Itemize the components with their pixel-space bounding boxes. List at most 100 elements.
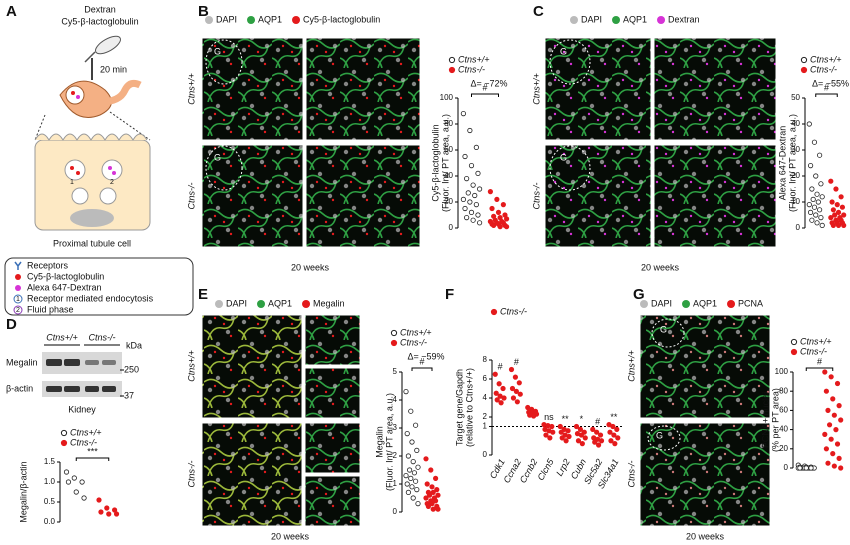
y-tick-label: 2 (393, 451, 398, 460)
data-point (473, 202, 479, 208)
data-point (434, 486, 440, 493)
legend-marker (448, 66, 456, 74)
data-point (557, 423, 563, 430)
cell-number: 2 (110, 179, 114, 186)
data-point (814, 220, 820, 226)
panel-letter: A (6, 3, 17, 20)
y-tick-label: 0 (796, 223, 801, 232)
channel-dot (205, 16, 213, 24)
data-point (426, 492, 433, 498)
data-point (494, 397, 500, 403)
legend-marker (60, 439, 68, 447)
data-point (822, 369, 828, 375)
data-point (615, 435, 621, 441)
data-point (113, 511, 120, 517)
panel-letter: G (633, 286, 645, 303)
data-point (838, 194, 844, 200)
caption: 20 weeks (686, 531, 725, 541)
channel-dot (570, 16, 578, 24)
data-point (836, 402, 842, 409)
data-point (470, 182, 476, 188)
y-axis-label: (Fluor. Int/ PT area, a.u.) (384, 393, 394, 491)
data-point (65, 479, 72, 485)
channel-label: AQP1 (693, 298, 717, 308)
data-point (592, 439, 598, 445)
y-axis-label: (% per PT area) (770, 388, 780, 452)
data-point (424, 481, 430, 487)
data-point (412, 422, 419, 428)
legend-marker (790, 338, 798, 346)
legend-label: Ctns-/- (500, 306, 527, 316)
delta-label: Δ= −55% (812, 78, 849, 88)
data-point (432, 475, 439, 481)
data-point (808, 465, 814, 471)
data-point (549, 423, 555, 430)
y-tick-label: 1.5 (44, 457, 56, 466)
y-tick-label: 50 (791, 93, 800, 102)
data-point (415, 500, 421, 507)
y-axis-label: (Fluor. Int/ PT area, a.u.) (787, 114, 797, 212)
data-point (489, 205, 495, 212)
panel-letter: D (6, 316, 17, 333)
data-point (73, 489, 79, 495)
channel-label: AQP1 (623, 14, 647, 24)
data-point (610, 423, 616, 430)
roi-outline (205, 39, 243, 85)
data-point (414, 447, 420, 453)
y-tick-label: 40 (444, 171, 453, 180)
data-point (106, 511, 112, 517)
data-point (834, 202, 840, 208)
micrograph (544, 144, 652, 248)
y-tick-label: 0 (784, 463, 789, 472)
a-label: Dextran (84, 4, 116, 14)
data-point (464, 176, 470, 182)
data-point (406, 467, 413, 473)
roi-outline (651, 318, 685, 348)
y-tick-label: 6 (483, 374, 488, 383)
micrograph (201, 144, 304, 248)
data-point (594, 429, 600, 435)
channel-dot (302, 300, 311, 308)
y-axis-label: (Fluor. Int/ PT area, a.u.) (440, 114, 450, 212)
y-tick-label: 30 (791, 145, 800, 154)
data-point (614, 426, 620, 432)
band-label: Megalin (6, 357, 38, 367)
micrograph (639, 422, 771, 527)
a-label: 20 min (100, 64, 127, 74)
channel-dot (640, 300, 648, 308)
data-point (98, 509, 104, 515)
data-point (595, 442, 602, 448)
roi-outline (205, 145, 243, 191)
data-point (829, 199, 835, 205)
data-point (828, 374, 834, 380)
data-point (81, 495, 87, 501)
panel-a-illustration (4, 35, 194, 316)
band-label: β-actin (6, 383, 33, 393)
data-point (598, 438, 605, 444)
data-point (809, 186, 815, 192)
micrograph (201, 314, 303, 419)
data-point (430, 506, 436, 512)
data-point (435, 492, 441, 498)
significance-label: # (482, 82, 487, 92)
channel-label: AQP1 (268, 298, 292, 308)
data-point (817, 207, 823, 213)
legend-label: Ctns+/+ (400, 327, 432, 337)
legend-symbol (15, 285, 21, 291)
data-point (814, 191, 820, 197)
roi-outline (549, 145, 591, 191)
data-point (428, 467, 434, 473)
data-point (517, 391, 523, 397)
channel-dot (727, 300, 736, 308)
data-point (404, 430, 410, 437)
data-point (71, 475, 77, 481)
data-point (516, 380, 522, 386)
data-point (828, 436, 834, 442)
legend-icon (13, 305, 23, 315)
data-point (473, 144, 479, 150)
data-point (514, 399, 520, 405)
y-tick-label: 100 (775, 367, 789, 376)
data-point (582, 435, 588, 441)
row-label: Ctns-/- (186, 182, 196, 209)
data-point (112, 507, 118, 513)
